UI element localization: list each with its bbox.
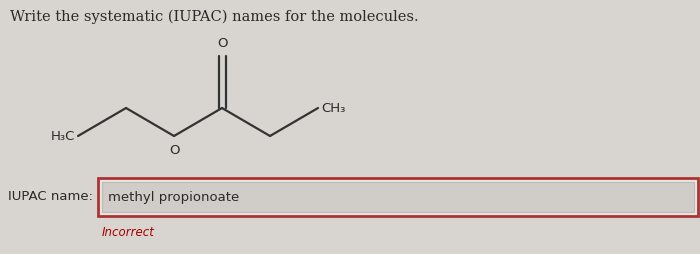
Text: Incorrect: Incorrect — [102, 226, 155, 239]
Bar — [102, 182, 694, 212]
Text: H₃C: H₃C — [50, 130, 75, 142]
Text: Write the systematic (IUPAC) names for the molecules.: Write the systematic (IUPAC) names for t… — [10, 10, 419, 24]
Text: IUPAC name:: IUPAC name: — [8, 189, 93, 202]
Text: O: O — [217, 37, 228, 50]
Text: CH₃: CH₃ — [321, 102, 345, 115]
Bar — [98, 178, 698, 216]
Text: methyl propionoate: methyl propionoate — [108, 190, 239, 203]
Text: O: O — [169, 144, 179, 157]
